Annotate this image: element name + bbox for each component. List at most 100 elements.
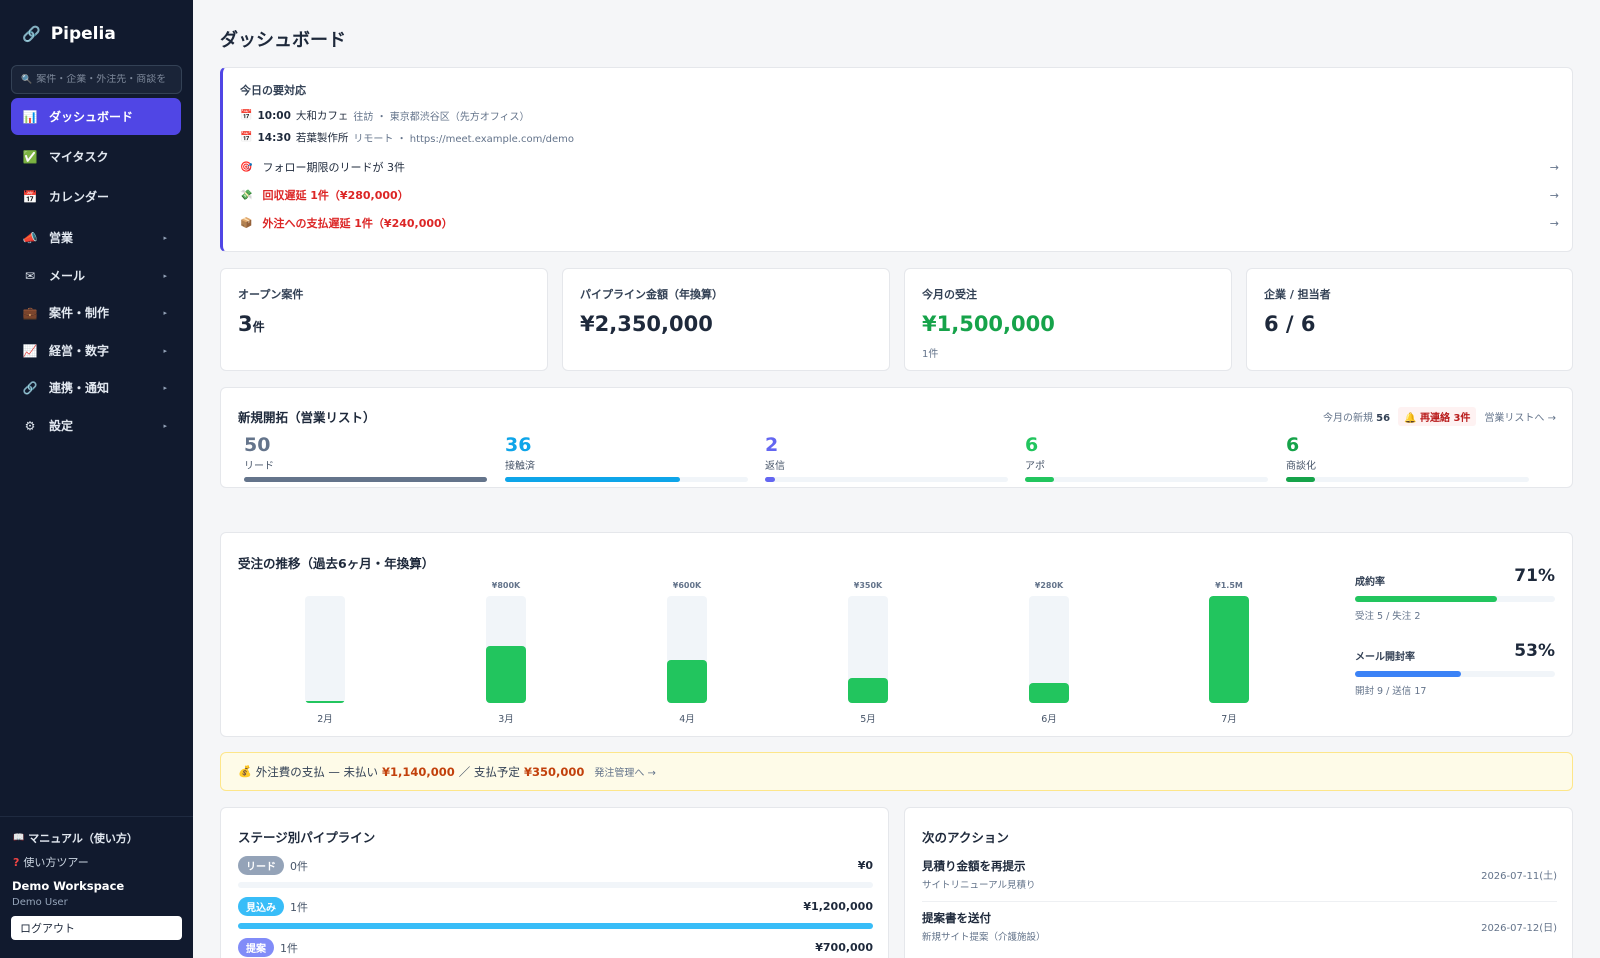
stage-row[interactable]: 提案 1件 ¥700,000: [238, 938, 873, 958]
chart-icon: 📊: [22, 109, 38, 124]
funnel-stage[interactable]: 36 接触済: [505, 434, 748, 482]
app-brand[interactable]: 🔗 Pipelia: [22, 24, 116, 44]
rate-sub: 開封 9 / 送信 17: [1355, 686, 1427, 697]
sidebar-item-calendar[interactable]: 📅 カレンダー: [11, 178, 181, 215]
sidebar-item-label: ダッシュボード: [49, 110, 134, 124]
stat-companies-contacts[interactable]: 企業 / 担当者 6 / 6: [1246, 268, 1573, 371]
tour-link[interactable]: ? 使い方ツアー: [13, 855, 89, 870]
link-icon: 🔗: [22, 25, 41, 43]
rate-fill: [1355, 671, 1461, 677]
sidebar-item-mail[interactable]: ✉ メール ▸: [11, 257, 181, 294]
rate-track: [1355, 596, 1555, 602]
stat-pipeline-amount[interactable]: パイプライン金額（年換算） ¥2,350,000: [562, 268, 890, 371]
funnel-fill: [1025, 477, 1055, 482]
order-management-link[interactable]: 発注管理へ →: [594, 768, 656, 779]
stat-open-deals[interactable]: オープン案件 3件: [220, 268, 548, 371]
action-item[interactable]: 見積り金額を再提示 サイトリニューアル見積り 2026-07-11(土): [922, 858, 1557, 891]
funnel-value: 2: [765, 434, 779, 456]
target-icon: 🎯: [240, 161, 253, 173]
sidebar-item-settings[interactable]: ⚙ 設定 ▸: [11, 407, 181, 444]
action-date: 2026-07-11(土): [1481, 871, 1557, 882]
sidebar-item-projects[interactable]: 💼 案件・制作 ▸: [11, 294, 181, 331]
sidebar-item-sales[interactable]: 📣 営業 ▸: [11, 219, 181, 256]
bar[interactable]: [848, 678, 888, 703]
money-icon: 💸: [240, 189, 253, 201]
stat-label: オープン案件: [238, 288, 304, 301]
action-sub: 新規サイト提案（介護施設）: [922, 932, 1046, 943]
bar[interactable]: [305, 701, 345, 703]
package-icon: 📦: [240, 217, 253, 229]
briefcase-icon: 💼: [22, 305, 38, 320]
funnel-track: [244, 477, 487, 482]
action-title: 提案書を送付: [922, 911, 991, 925]
stat-value: ¥1,500,000: [922, 312, 1055, 336]
search-input[interactable]: [36, 74, 181, 85]
search-box[interactable]: 🔍: [11, 65, 182, 94]
funnel-stage[interactable]: 50 リード: [244, 434, 487, 482]
stage-pill: 見込み: [238, 897, 284, 916]
bar[interactable]: [667, 660, 707, 703]
bar-track: [1209, 596, 1249, 703]
bar-month-label: 7月: [1221, 714, 1237, 725]
logout-button[interactable]: ログアウト: [11, 916, 182, 940]
sidebar-item-dashboard[interactable]: 📊 ダッシュボード: [11, 98, 181, 135]
stat-monthly-orders[interactable]: 今月の受注 ¥1,500,000 1件: [904, 268, 1232, 371]
manual-link[interactable]: 📖 マニュアル（使い方）: [13, 832, 138, 845]
bar-month-label: 5月: [860, 714, 876, 725]
alert-payment-delay[interactable]: 📦 外注への支払遅延 1件（¥240,000） →: [240, 216, 1559, 231]
stage-title: ステージ別パイプライン: [238, 830, 376, 845]
money-bag-icon: 💰: [238, 765, 252, 778]
sales-list-link[interactable]: 営業リストへ →: [1484, 413, 1556, 424]
recall-badge[interactable]: 🔔 再連絡 3件: [1398, 407, 1477, 426]
funnel-label: 接触済: [505, 461, 535, 472]
funnel-value: 50: [244, 434, 271, 456]
rate-value: 71%: [1514, 566, 1555, 586]
funnel-label: アポ: [1025, 461, 1045, 472]
bar-value-label: ¥1.5M: [1215, 581, 1243, 590]
chevron-right-icon: ▸: [163, 308, 167, 317]
funnel-track: [1025, 477, 1268, 482]
stage-pill: 提案: [238, 938, 274, 957]
funnel-fill: [1286, 477, 1316, 482]
next-actions-panel: 次のアクション 見積り金額を再提示 サイトリニューアル見積り 2026-07-1…: [904, 807, 1573, 958]
bar[interactable]: [1209, 596, 1249, 703]
stage-row[interactable]: リード 0件 ¥0: [238, 856, 873, 888]
stat-value: 3件: [238, 312, 265, 336]
stat-value: ¥2,350,000: [580, 312, 713, 336]
appointment-item[interactable]: 📅 14:30 若葉製作所 リモート ・ https://meet.exampl…: [240, 131, 575, 146]
bar-track: [486, 596, 526, 703]
bar[interactable]: [486, 646, 526, 703]
bar-value-label: ¥350K: [853, 581, 883, 590]
funnel-stage[interactable]: 2 返信: [765, 434, 1008, 482]
sidebar-item-my-tasks[interactable]: ✅ マイタスク: [11, 138, 181, 175]
alert-collection-delay[interactable]: 💸 回収遅延 1件（¥280,000） →: [240, 188, 1559, 203]
appointment-item[interactable]: 📅 10:00 大和カフェ 往訪 ・ 東京都渋谷区（先方オフィス）: [240, 109, 530, 124]
sidebar-item-label: マイタスク: [49, 150, 109, 164]
link-icon: 🔗: [22, 380, 38, 395]
sidebar-item-management[interactable]: 📈 経営・数字 ▸: [11, 332, 181, 369]
funnel-track: [765, 477, 1008, 482]
stage-count: 0件: [290, 860, 308, 873]
stage-pipeline-panel: ステージ別パイプライン リード 0件 ¥0 見込み 1件 ¥1,200,000 提案 1件 ¥7…: [220, 807, 889, 958]
bar[interactable]: [1029, 683, 1069, 703]
sidebar-item-integrations[interactable]: 🔗 連携・通知 ▸: [11, 369, 181, 406]
action-item[interactable]: 提案書を送付 新規サイト提案（介護施設） 2026-07-12(日): [922, 910, 1557, 943]
alert-follow-up[interactable]: 🎯 フォロー期限のリードが 3件 →: [240, 160, 1559, 175]
sidebar-item-label: 経営・数字: [49, 344, 110, 358]
bar-value-label: ¥800K: [491, 581, 521, 590]
bar-month-label: 3月: [498, 714, 514, 725]
prospecting-title: 新規開拓（営業リスト）: [238, 410, 376, 425]
stage-amount: ¥700,000: [815, 941, 873, 954]
funnel-stage[interactable]: 6 商談化: [1286, 434, 1529, 482]
month-new: 今月の新規 56: [1322, 413, 1391, 424]
scheduled-amount: ¥350,000: [523, 764, 585, 779]
funnel-stage[interactable]: 6 アポ: [1025, 434, 1268, 482]
today-title: 今日の要対応: [240, 84, 306, 97]
stage-row[interactable]: 見込み 1件 ¥1,200,000: [238, 897, 873, 929]
bar-track: [848, 596, 888, 703]
rate-sub: 受注 5 / 失注 2: [1355, 611, 1421, 622]
sidebar-footer: 📖 マニュアル（使い方） ? 使い方ツアー Demo Workspace Dem…: [0, 816, 193, 958]
stage-count: 1件: [280, 942, 298, 955]
stat-sub: 1件: [922, 349, 939, 360]
bar-value-label: ¥280K: [1034, 581, 1064, 590]
